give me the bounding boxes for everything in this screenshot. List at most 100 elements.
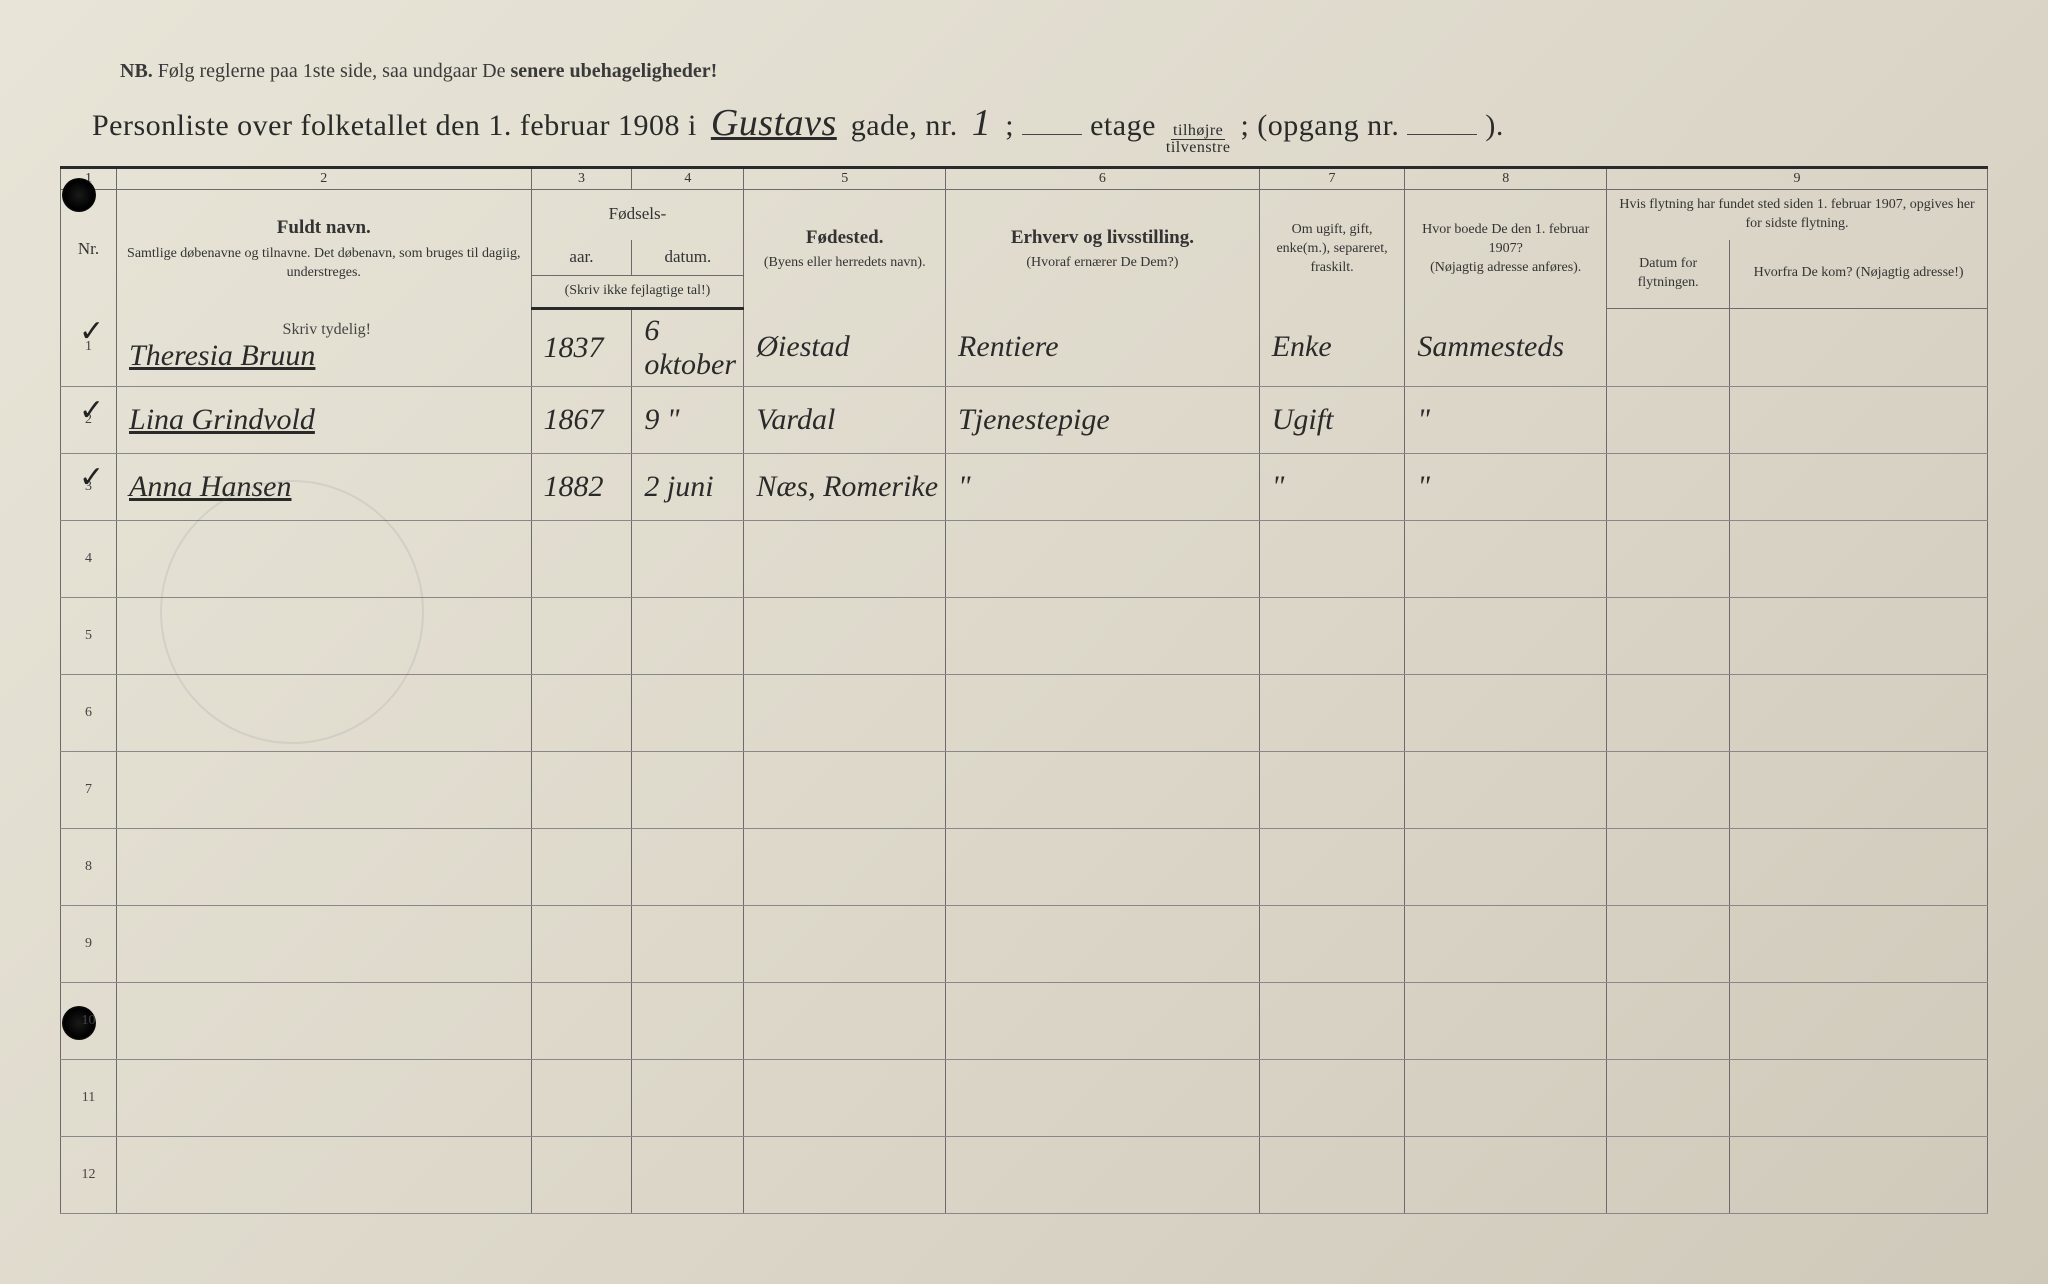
nb-text-a: Følg reglerne paa 1ste side, saa undgaar… (158, 60, 511, 82)
etage-blank (1022, 101, 1082, 135)
title-semicolon: ; (1005, 109, 1014, 143)
cell-birth-year (531, 751, 632, 828)
colnum-4: 4 (632, 169, 744, 190)
cell-birth-year: 1867 (531, 386, 632, 453)
row-number: 9 (61, 905, 117, 982)
table-header: 1 2 3 4 5 6 7 8 9 Nr. Fuldt navn. Samtli… (61, 169, 1988, 308)
census-table: 1 2 3 4 5 6 7 8 9 Nr. Fuldt navn. Samtli… (60, 169, 1988, 1214)
cell-occupation: " (946, 453, 1260, 520)
hdr-aar: aar. (531, 240, 632, 275)
cell-marital (1259, 982, 1405, 1059)
cell-birth-date (632, 1059, 744, 1136)
hdr-fuldt-navn-sub: Samtlige døbenavne og tilnavne. Det døbe… (123, 245, 525, 283)
row-number: 8 (61, 828, 117, 905)
hdr-fodsels: Fødsels- (531, 190, 744, 240)
tilhojre-tilvenstre-fraction: tilhøjre tilvenstre (1164, 123, 1233, 156)
cell-birthplace (744, 597, 946, 674)
cell-move-from (1730, 308, 1988, 386)
cell-marital (1259, 905, 1405, 982)
nb-warning-line: NB. Følg reglerne paa 1ste side, saa und… (120, 60, 1988, 83)
title-opgang: ; (opgang nr. (1240, 109, 1399, 143)
cell-marital (1259, 1136, 1405, 1213)
cell-birth-year (531, 597, 632, 674)
cell-move-date (1607, 905, 1730, 982)
hdr-fodested: Fødested. (Byens eller herredets navn). (744, 190, 946, 309)
title-part-1: Personliste over folketallet den 1. febr… (92, 109, 697, 143)
cell-birthplace: Øiestad (744, 308, 946, 386)
hdr-fodested-main: Fødested. (750, 225, 939, 251)
table-body: 1✓Skriv tydelig!Theresia Bruun18376 okto… (61, 308, 1988, 1213)
hdr-erhverv-main: Erhverv og livsstilling. (952, 225, 1253, 251)
cell-occupation (946, 1059, 1260, 1136)
hdr-flytning-top: Hvis flytning har fundet sted siden 1. f… (1607, 190, 1988, 240)
cell-move-date (1607, 1136, 1730, 1213)
hdr-erhverv: Erhverv og livsstilling. (Hvoraf ernærer… (946, 190, 1260, 309)
cell-birthplace (744, 905, 946, 982)
title-etage: etage (1090, 109, 1156, 143)
cell-prev-address (1405, 674, 1607, 751)
cell-occupation (946, 905, 1260, 982)
cell-move-from (1730, 751, 1988, 828)
cell-move-from (1730, 1136, 1988, 1213)
header-row-1: Nr. Fuldt navn. Samtlige døbenavne og ti… (61, 190, 1988, 240)
street-number-handwritten: 1 (966, 101, 998, 145)
colnum-3: 3 (531, 169, 632, 190)
checkmark-icon: ✓ (79, 393, 104, 428)
row-number: 11 (61, 1059, 117, 1136)
cell-marital (1259, 751, 1405, 828)
table-row: 2✓Lina Grindvold18679 "VardalTjenestepig… (61, 386, 1988, 453)
cell-move-from (1730, 1059, 1988, 1136)
row-number: 10 (61, 982, 117, 1059)
cell-marital (1259, 828, 1405, 905)
cell-birth-date (632, 520, 744, 597)
table-row: 5 (61, 597, 1988, 674)
hdr-flyt-datum: Datum for flytningen. (1607, 240, 1730, 308)
cell-birthplace (744, 520, 946, 597)
cell-name (117, 1136, 532, 1213)
cell-birth-year (531, 1059, 632, 1136)
cell-name: Skriv tydelig!Theresia Bruun (117, 308, 532, 386)
cell-prev-address (1405, 1136, 1607, 1213)
colnum-7: 7 (1259, 169, 1405, 190)
hdr-fodested-sub: (Byens eller herredets navn). (750, 254, 939, 273)
cell-prev-address: Sammesteds (1405, 308, 1607, 386)
hdr-datum: datum. (632, 240, 744, 275)
row-number: 2✓ (61, 386, 117, 453)
cell-birthplace (744, 674, 946, 751)
cell-birthplace: Næs, Romerike (744, 453, 946, 520)
cell-move-date (1607, 453, 1730, 520)
cell-name: Anna Hansen (117, 453, 532, 520)
cell-birthplace (744, 1059, 946, 1136)
cell-birth-date: 9 " (632, 386, 744, 453)
cell-birthplace: Vardal (744, 386, 946, 453)
cell-birth-year (531, 828, 632, 905)
column-number-row: 1 2 3 4 5 6 7 8 9 (61, 169, 1988, 190)
row-number: 5 (61, 597, 117, 674)
cell-prev-address (1405, 520, 1607, 597)
cell-marital (1259, 597, 1405, 674)
cell-move-from (1730, 982, 1988, 1059)
cell-birth-date (632, 1136, 744, 1213)
row-number: 3✓ (61, 453, 117, 520)
cell-move-date (1607, 520, 1730, 597)
cell-move-from (1730, 674, 1988, 751)
person-name: Anna Hansen (129, 470, 291, 503)
cell-prev-address (1405, 905, 1607, 982)
cell-prev-address (1405, 751, 1607, 828)
skriv-tydelig-hint: Skriv tydelig! (129, 321, 525, 339)
cell-name (117, 751, 532, 828)
cell-move-date (1607, 597, 1730, 674)
table-row: 11 (61, 1059, 1988, 1136)
cell-move-from (1730, 905, 1988, 982)
cell-birth-date: 2 juni (632, 453, 744, 520)
opgang-blank (1407, 101, 1477, 135)
row-number: 6 (61, 674, 117, 751)
checkmark-icon: ✓ (79, 314, 104, 349)
cell-prev-address (1405, 597, 1607, 674)
cell-occupation (946, 597, 1260, 674)
hdr-fuldt-navn: Fuldt navn. Samtlige døbenavne og tilnav… (117, 190, 532, 309)
cell-birth-year (531, 905, 632, 982)
nb-prefix: NB. (120, 60, 153, 82)
row-number: 1✓ (61, 308, 117, 386)
hdr-hvor-main: Hvor boede De den 1. februar 1907? (1411, 221, 1600, 259)
